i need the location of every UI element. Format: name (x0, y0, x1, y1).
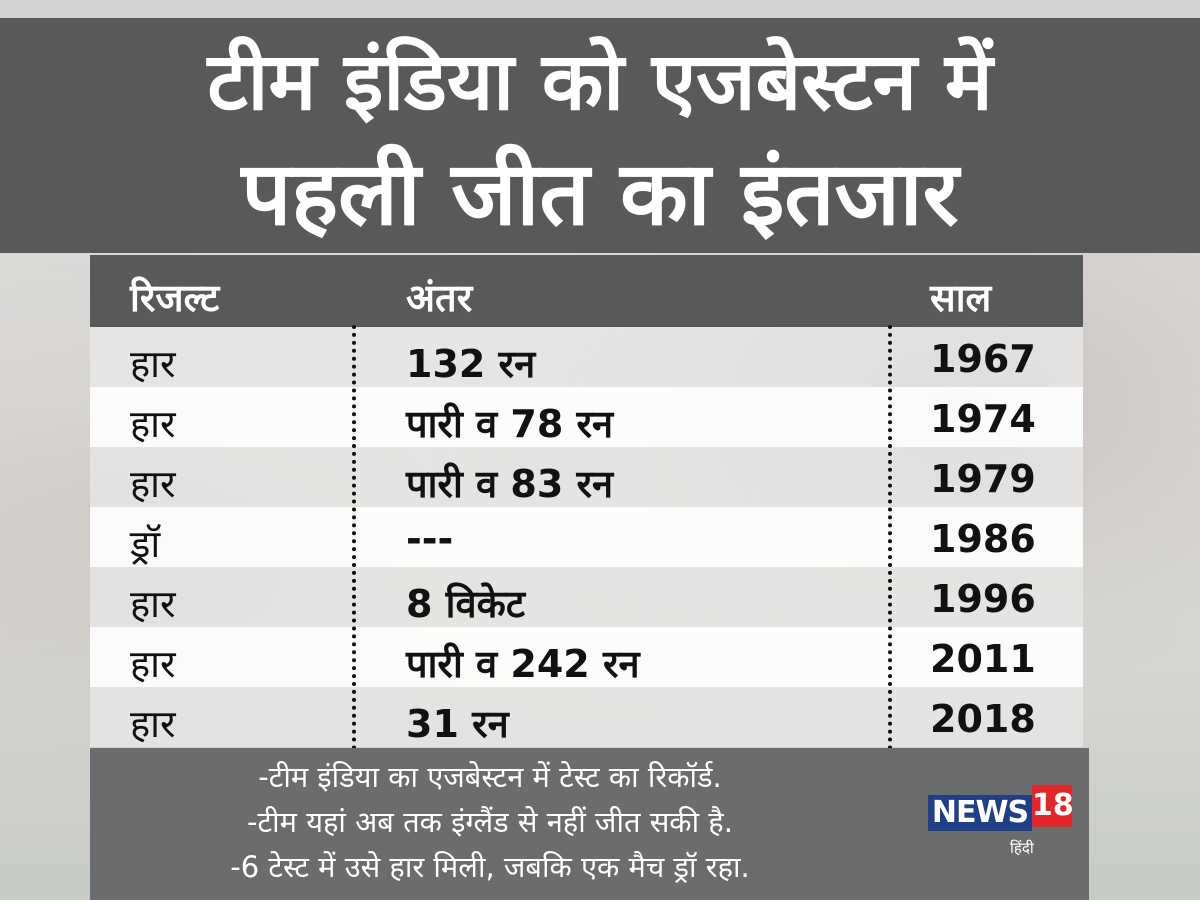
cell-year: 2018 (930, 697, 1036, 741)
cell-result: हार (130, 402, 176, 446)
cell-year: 2011 (930, 637, 1036, 681)
table-row: हार पारी व 83 रन 1979 (90, 447, 1083, 507)
table-row: हार 132 रन 1967 (90, 327, 1083, 387)
table-row: हार 31 रन 2018 (90, 687, 1083, 747)
column-divider (352, 325, 356, 750)
column-divider (888, 325, 892, 750)
cell-result: हार (130, 642, 176, 686)
table-header: रिजल्ट अंतर साल (90, 255, 1083, 327)
cell-margin: पारी व 78 रन (406, 402, 614, 446)
cell-margin: 132 रन (406, 342, 536, 386)
cell-margin: 31 रन (406, 702, 509, 746)
header-year: साल (930, 276, 992, 320)
note-line: -टीम यहां अब तक इंग्लैंड से नहीं जीत सकी… (247, 805, 733, 839)
title-line-1: टीम इंडिया को एजबेस्टन में (207, 35, 993, 128)
logo-news-text: NEWS (928, 795, 1032, 831)
cell-year: 1974 (930, 397, 1036, 441)
title-line-2: पहली जीत का इंतजार (241, 142, 959, 245)
logo-number: 18 (1032, 785, 1074, 827)
cell-year: 1996 (930, 577, 1036, 621)
header-result: रिजल्ट (130, 276, 220, 320)
table-row: ड्रॉ --- 1986 (90, 507, 1083, 567)
cell-year: 1967 (930, 337, 1036, 381)
logo-subtitle: हिंदी (1010, 839, 1034, 857)
cell-year: 1979 (930, 457, 1036, 501)
cell-year: 1986 (930, 517, 1036, 561)
cell-result: हार (130, 582, 176, 626)
cell-margin: पारी व 83 रन (406, 462, 614, 506)
title-band (0, 18, 1200, 253)
table-row: हार पारी व 78 रन 1974 (90, 387, 1083, 447)
note-line: -टीम इंडिया का एजबेस्टन में टेस्ट का रिक… (258, 760, 722, 794)
cell-margin: 8 विकेट (406, 582, 525, 626)
cell-result: ड्रॉ (130, 522, 161, 566)
footer-notes: -टीम इंडिया का एजबेस्टन में टेस्ट का रिक… (90, 748, 1089, 900)
cell-result: हार (130, 342, 176, 386)
table-row: हार 8 विकेट 1996 (90, 567, 1083, 627)
table-row: हार पारी व 242 रन 2011 (90, 627, 1083, 687)
cell-result: हार (130, 462, 176, 506)
results-table: रिजल्ट अंतर साल हार 132 रन 1967 हार पारी… (90, 255, 1083, 747)
cell-margin: पारी व 242 रन (406, 642, 640, 686)
header-margin: अंतर (406, 276, 473, 320)
cell-result: हार (130, 702, 176, 746)
note-line: -6 टेस्ट में उसे हार मिली, जबकि एक मैच ड… (230, 850, 750, 884)
cell-margin: --- (406, 517, 454, 561)
